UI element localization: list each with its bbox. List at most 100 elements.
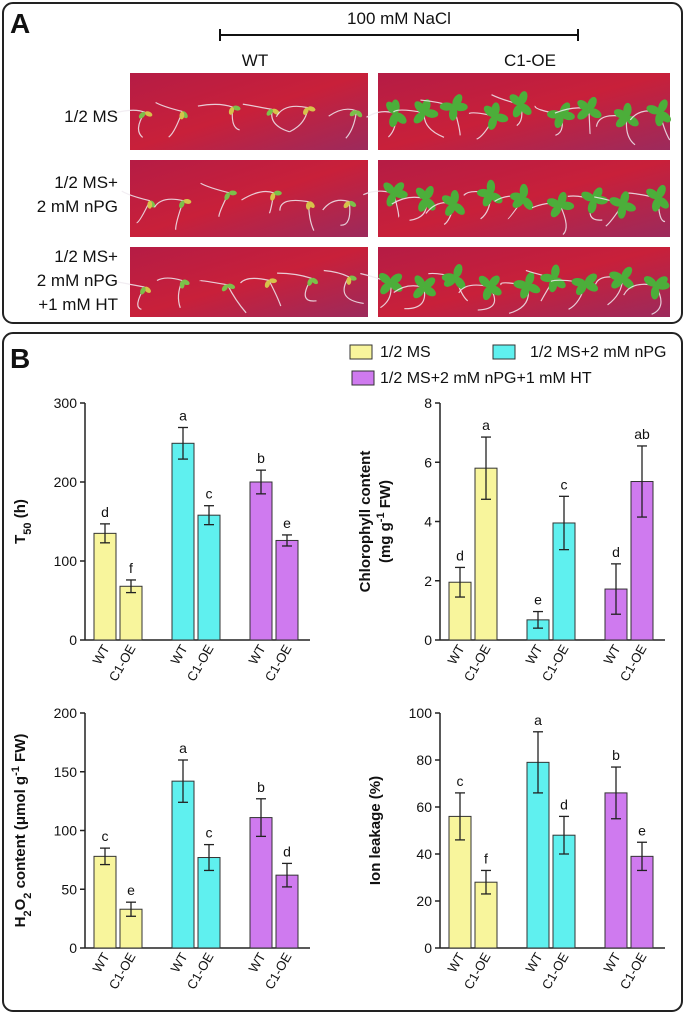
y-tick-label: 6	[424, 454, 432, 470]
y-tick-label: 200	[54, 705, 78, 721]
error-bar	[178, 759, 188, 803]
x-tick-label: C1-OE	[539, 950, 572, 992]
leaf	[439, 102, 454, 111]
row-label: 1/2 MS+	[54, 173, 118, 192]
leaf	[268, 278, 277, 284]
leaf	[307, 106, 316, 112]
x-tick-label: C1-OE	[539, 642, 572, 684]
leaf	[453, 263, 463, 278]
error-bar	[455, 566, 465, 598]
leaf	[546, 198, 561, 208]
error-bar	[126, 901, 136, 917]
leaf	[349, 110, 357, 117]
root	[240, 277, 282, 307]
leaf	[445, 203, 456, 216]
bar	[119, 585, 143, 641]
column-label: C1-OE	[504, 51, 556, 70]
leaf	[343, 201, 350, 209]
leaf	[551, 264, 560, 279]
error-bar	[455, 792, 465, 841]
leaf	[655, 276, 668, 287]
leaf	[525, 272, 535, 286]
leaf	[488, 116, 498, 130]
leaf	[490, 192, 503, 204]
y-tick-label: 60	[416, 799, 432, 815]
y-axis-label-part: -1	[375, 512, 387, 522]
leaf	[305, 201, 311, 210]
y-tick-label: 100	[54, 553, 78, 569]
y-axis-label-part: (mg g	[377, 522, 394, 563]
legend-label: 1/2 MS+2 mM nPG+1 mM HT	[380, 370, 592, 387]
leaf	[270, 192, 276, 201]
leaf	[418, 198, 428, 212]
leaf	[588, 108, 602, 119]
leaf	[264, 280, 271, 288]
leaf	[621, 277, 634, 289]
legend-label: 1/2 MS+2 mM nPG	[530, 344, 667, 361]
leaf	[584, 273, 597, 285]
root	[322, 199, 351, 226]
error-bar	[637, 445, 647, 518]
leaf	[587, 96, 597, 111]
leaf	[650, 285, 660, 300]
leaf	[646, 105, 660, 115]
x-tick-label: WT	[245, 950, 268, 975]
row-label: +1 mM HT	[38, 295, 118, 314]
y-axis-label: Ion leakage (%)	[367, 776, 384, 885]
leaf	[454, 276, 466, 290]
significance-letter: c	[457, 773, 464, 789]
x-tick-label: C1-OE	[106, 642, 139, 684]
bar	[171, 780, 195, 949]
leaf	[413, 111, 426, 124]
leaf	[519, 183, 529, 198]
y-axis-label: Chlorophyll content	[357, 451, 374, 593]
y-tick-label: 0	[424, 632, 432, 648]
leaf	[656, 184, 666, 199]
row-label: 2 mM nPG	[37, 271, 118, 290]
leaf	[415, 187, 428, 200]
leaf	[488, 285, 502, 296]
y-tick-label: 100	[409, 705, 433, 721]
leaf	[421, 99, 431, 113]
leaf	[609, 197, 623, 207]
leaf	[651, 197, 661, 212]
leaf	[494, 113, 509, 123]
error-bar	[559, 495, 569, 551]
leaf	[232, 105, 241, 111]
leaf	[450, 189, 459, 204]
x-tick-label: WT	[444, 642, 467, 667]
leaf	[478, 275, 491, 288]
error-bar	[481, 436, 491, 500]
significance-letter: f	[484, 850, 488, 866]
bar	[249, 817, 273, 949]
leaf	[512, 104, 523, 118]
leaf	[519, 103, 532, 115]
y-axis-label: (mg g-1 FW)	[375, 480, 394, 563]
significance-letter: ab	[634, 426, 650, 442]
leaf	[423, 286, 436, 297]
bar	[93, 532, 117, 641]
significance-letter: f	[129, 560, 133, 576]
seedling-photo	[130, 160, 368, 237]
leaf	[346, 276, 352, 285]
leaf	[228, 107, 235, 115]
y-axis-label-part: Ion leakage (%)	[367, 776, 384, 885]
x-tick-label: WT	[522, 642, 545, 667]
leaf	[224, 192, 230, 201]
leaf	[380, 282, 392, 295]
leaf	[393, 182, 405, 195]
leaf	[623, 102, 632, 117]
leaf	[413, 286, 425, 299]
y-axis-label-part: FW)	[377, 480, 394, 512]
leaf	[609, 271, 623, 281]
leaf	[147, 200, 153, 209]
error-bar	[126, 579, 136, 594]
significance-letter: b	[612, 747, 620, 763]
error-bar	[100, 847, 110, 866]
significance-letter: a	[179, 407, 187, 423]
significance-letter: d	[456, 547, 464, 563]
leaf	[303, 107, 309, 115]
y-tick-label: 50	[61, 881, 77, 897]
leaf	[486, 179, 496, 194]
significance-letter: b	[257, 450, 265, 466]
